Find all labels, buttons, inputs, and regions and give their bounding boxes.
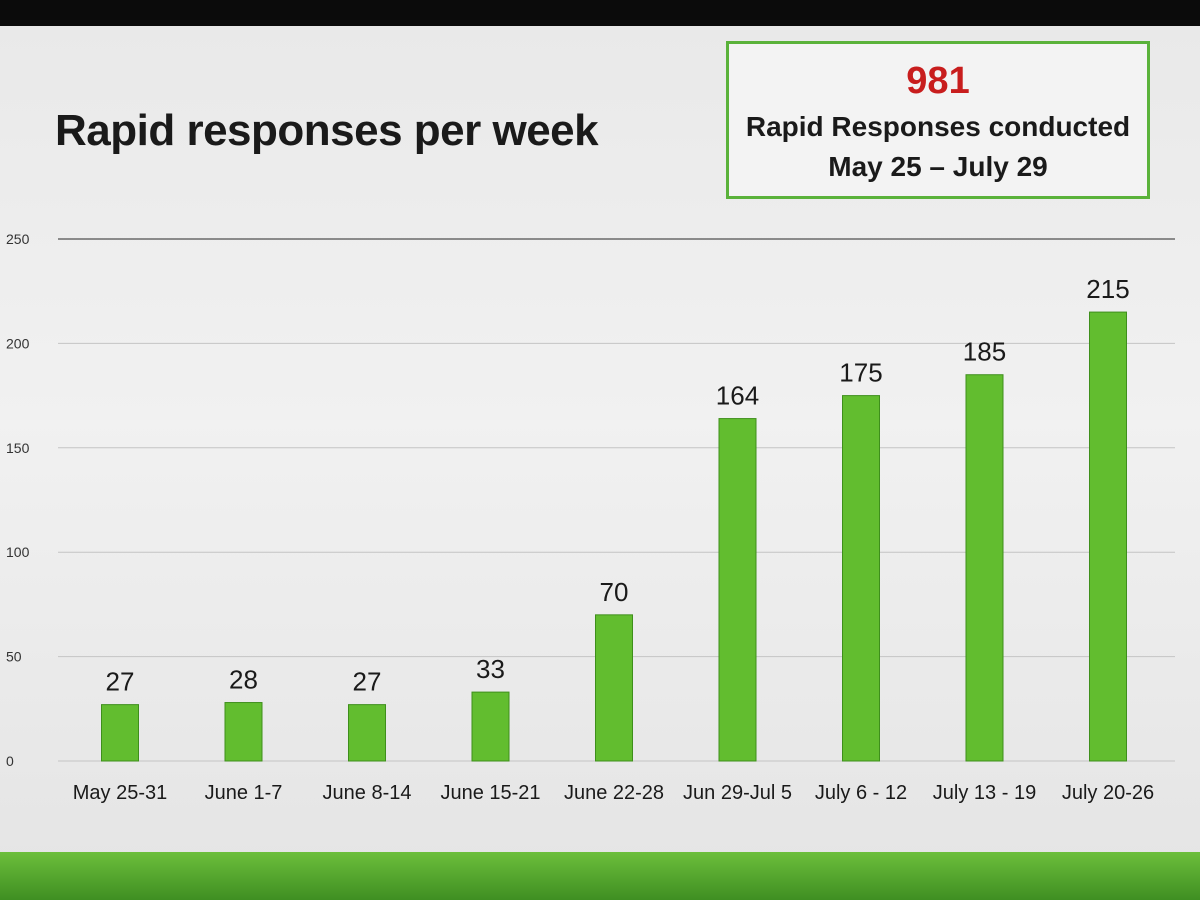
bar-chart: 0 50 100 150 200 250 27 28 27 33 70 164 175 185 215 M… [6, 231, 1175, 804]
bar-value-label: 70 [600, 577, 629, 607]
bar [842, 395, 880, 762]
bar-value-label: 175 [839, 358, 882, 388]
y-tick-label: 100 [6, 544, 30, 560]
bar-value-label: 28 [229, 665, 258, 695]
y-tick-label: 250 [6, 231, 30, 247]
y-tick-label: 50 [6, 649, 22, 665]
slide-screen: Rapid responses per week 981 Rapid Respo… [0, 26, 1200, 900]
x-category-label: July 20-26 [1062, 782, 1154, 804]
chart-data-labels: 27 28 27 33 70 164 175 185 215 [106, 274, 1130, 697]
bar-value-label: 164 [716, 381, 759, 411]
bar [595, 614, 633, 762]
x-category-label: Jun 29-Jul 5 [683, 782, 792, 804]
bar-value-label: 33 [476, 654, 505, 684]
y-axis-ticks: 0 50 100 150 200 250 [6, 231, 30, 769]
y-tick-label: 0 [6, 753, 14, 769]
summary-box: 981 Rapid Responses conducted May 25 – J… [726, 41, 1150, 199]
summary-caption: Rapid Responses conducted [745, 111, 1131, 142]
chart-bars [101, 311, 1127, 762]
x-category-label: June 1-7 [205, 782, 283, 804]
bar [471, 691, 510, 762]
bar-value-label: 27 [106, 667, 135, 697]
footer-bar [0, 852, 1200, 900]
x-category-label: June 8-14 [323, 782, 412, 804]
bar-value-label: 215 [1086, 274, 1129, 304]
bar [224, 702, 263, 762]
bar [965, 374, 1004, 762]
slide-title: Rapid responses per week [55, 106, 599, 155]
bar [718, 418, 757, 762]
x-axis-categories: May 25-31 June 1-7 June 8-14 June 15-21 June… [73, 782, 1154, 804]
x-category-label: July 13 - 19 [933, 782, 1036, 804]
bar [348, 704, 386, 762]
x-category-label: May 25-31 [73, 782, 168, 804]
bar-value-label: 185 [963, 337, 1006, 367]
x-category-label: July 6 - 12 [815, 782, 907, 804]
bar [101, 704, 139, 762]
summary-date-range: May 25 – July 29 [828, 151, 1048, 182]
y-tick-label: 200 [6, 335, 30, 351]
x-category-label: June 22-28 [564, 782, 664, 804]
bar [1089, 311, 1127, 762]
summary-total-number: 981 [906, 60, 970, 102]
y-tick-label: 150 [6, 440, 30, 456]
bar-value-label: 27 [353, 667, 382, 697]
x-category-label: June 15-21 [440, 782, 540, 804]
